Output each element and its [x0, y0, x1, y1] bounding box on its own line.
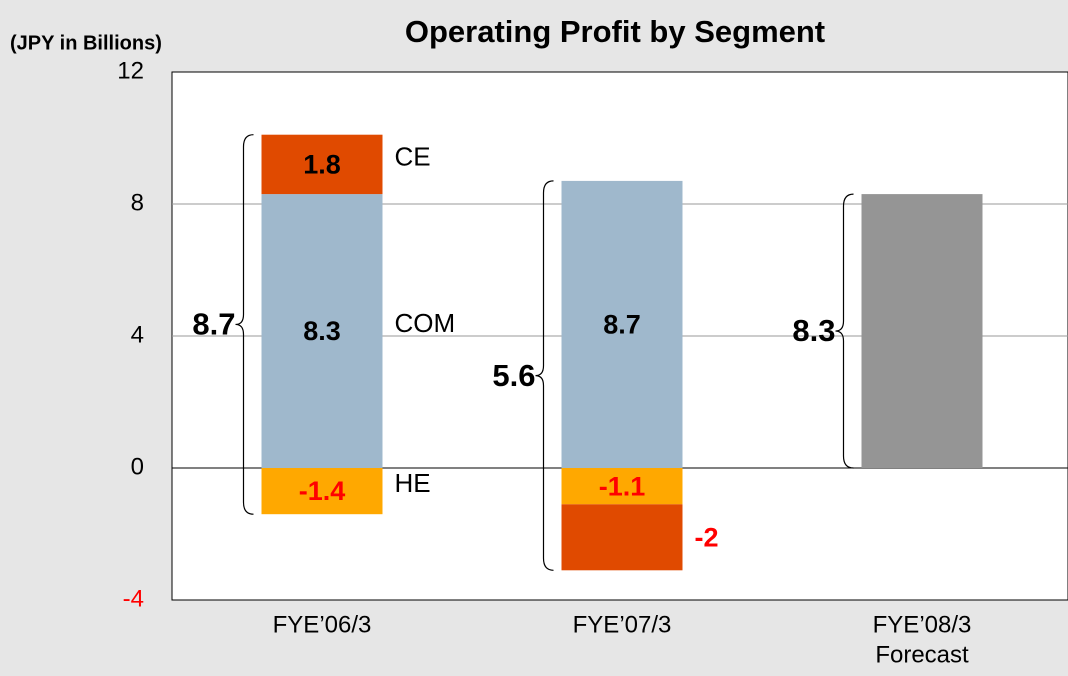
total-brace	[835, 193, 854, 469]
value-label: 1.8	[303, 150, 341, 180]
total-label: 8.7	[192, 307, 235, 342]
x-tick-label: FYE’06/3	[273, 611, 372, 638]
bar-segment	[261, 194, 383, 468]
chart-title: Operating Profit by Segment	[405, 14, 825, 49]
bar-segment	[261, 468, 383, 515]
value-label: 8.7	[603, 310, 641, 340]
x-tick-sublabel: Forecast	[875, 641, 969, 668]
value-label: 8.3	[303, 316, 341, 346]
series-label: HE	[395, 468, 431, 498]
total-brace	[235, 134, 254, 515]
y-tick-label: 12	[117, 57, 144, 84]
x-tick-label: FYE’07/3	[573, 611, 672, 638]
bar-segment	[261, 134, 383, 195]
unit-label: (JPY in Billions)	[10, 32, 162, 54]
bar-segment	[561, 180, 683, 468]
y-tick-label: 8	[131, 189, 144, 216]
series-label: COM	[395, 308, 456, 338]
value-label: -1.4	[299, 476, 346, 506]
value-label: -1.1	[599, 471, 646, 501]
bar-segment	[861, 194, 983, 468]
x-tick-label: FYE’08/3	[873, 611, 972, 638]
total-label: 8.3	[792, 313, 835, 348]
value-label: -2	[695, 522, 719, 552]
total-brace	[535, 180, 554, 571]
bar-segment	[561, 468, 683, 505]
total-label: 5.6	[492, 358, 535, 393]
bar-segment	[561, 504, 683, 571]
y-tick-label: 0	[131, 453, 144, 480]
y-tick-label: -4	[123, 585, 144, 612]
y-tick-label: 4	[131, 321, 144, 348]
series-label: CE	[395, 141, 431, 171]
